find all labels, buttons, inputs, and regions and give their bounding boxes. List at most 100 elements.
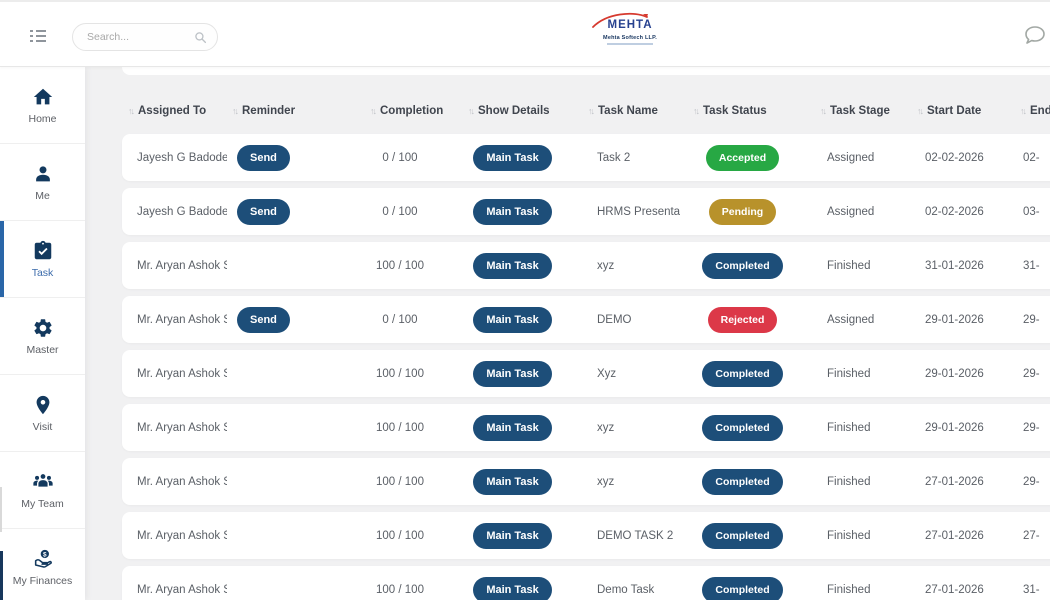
- main-task-button[interactable]: Main Task: [473, 468, 552, 495]
- task-stage-cell: Finished: [827, 367, 871, 380]
- table-row[interactable]: Mr. Aryan Ashok Shei Send 100 / 100 Main…: [122, 566, 1050, 600]
- task-name-cell: HRMS Presentation: [597, 205, 680, 218]
- sidebar-item-my-team[interactable]: My Team: [0, 452, 85, 529]
- table-header-row: ↑↓ Assigned To ↑↓ Reminder ↑↓ Completion ↑↓…: [122, 75, 1050, 134]
- sort-icon[interactable]: ↑↓: [693, 105, 700, 116]
- reminder-cell: Send: [227, 523, 345, 549]
- sidebar-item-home[interactable]: Home: [0, 67, 85, 144]
- send-button[interactable]: Send: [237, 198, 290, 225]
- task-status-cell: Completed: [680, 252, 805, 279]
- assigned-to-cell: Mr. Aryan Ashok Shei: [137, 313, 227, 326]
- sidebar-item-task[interactable]: Task: [0, 221, 85, 298]
- sort-icon[interactable]: ↑↓: [1020, 105, 1027, 116]
- status-badge: Completed: [702, 522, 783, 549]
- main-task-button[interactable]: Main Task: [473, 414, 552, 441]
- menu-list-icon[interactable]: [30, 30, 47, 44]
- column-header-start-date[interactable]: ↑↓ Start Date: [917, 104, 982, 117]
- sidebar-item-label: Visit: [32, 420, 53, 433]
- sort-icon[interactable]: ↑↓: [468, 105, 475, 116]
- task-stage-cell: Assigned: [827, 151, 875, 164]
- sort-icon[interactable]: ↑↓: [232, 105, 239, 116]
- main-task-button[interactable]: Main Task: [473, 144, 552, 171]
- sort-icon[interactable]: ↑↓: [128, 105, 135, 116]
- send-button[interactable]: Send: [237, 144, 290, 171]
- completion-cell: 100 / 100: [376, 475, 424, 488]
- sort-icon[interactable]: ↑↓: [917, 105, 924, 116]
- sidebar-item-me[interactable]: Me: [0, 144, 85, 221]
- start-date-cell: 02-02-2026: [925, 151, 984, 164]
- company-logo[interactable]: MEHTA Mehta Softech LLP.: [592, 12, 665, 45]
- column-header-reminder[interactable]: ↑↓ Reminder: [232, 104, 296, 117]
- main-task-button[interactable]: Main Task: [473, 576, 552, 600]
- end-date-cell: 29-: [1023, 421, 1040, 434]
- table-row[interactable]: Jayesh G Badodekar Send 0 / 100 Main Tas…: [122, 134, 1050, 181]
- column-header-task-stage[interactable]: ↑↓ Task Stage: [820, 104, 890, 117]
- task-status-cell: Completed: [680, 576, 805, 600]
- end-date-cell: 02-: [1023, 151, 1040, 164]
- start-date-cell: 29-01-2026: [925, 313, 984, 326]
- logo-company-name: Mehta Softech LLP.: [603, 35, 657, 41]
- task-name-cell: xyz: [597, 259, 615, 272]
- status-badge: Completed: [702, 252, 783, 279]
- sort-icon[interactable]: ↑↓: [370, 105, 377, 116]
- scrolled-card-edge: [122, 67, 1050, 75]
- assigned-to-cell: Mr. Aryan Ashok Shei: [137, 475, 227, 488]
- column-header-assigned-to[interactable]: ↑↓ Assigned To: [128, 104, 207, 117]
- sidebar-item-my-finances[interactable]: $ My Finances: [0, 529, 85, 600]
- table-body: Jayesh G Badodekar Send 0 / 100 Main Tas…: [122, 134, 1050, 600]
- table-row[interactable]: Mr. Aryan Ashok Shei Send 0 / 100 Main T…: [122, 296, 1050, 343]
- logo-tagline: [607, 43, 653, 45]
- sidebar-item-master[interactable]: Master: [0, 298, 85, 375]
- sort-icon[interactable]: ↑↓: [820, 105, 827, 116]
- column-header-task-status[interactable]: ↑↓ Task Status: [693, 104, 767, 117]
- main-task-button[interactable]: Main Task: [473, 306, 552, 333]
- show-details-cell: Main Task: [455, 414, 570, 441]
- completion-cell: 0 / 100: [382, 313, 418, 326]
- task-stage-cell: Finished: [827, 529, 871, 542]
- column-header-end-date[interactable]: ↑↓End Date: [1020, 104, 1050, 117]
- table-row[interactable]: Mr. Aryan Ashok Shei Send 100 / 100 Main…: [122, 350, 1050, 397]
- table-row[interactable]: Mr. Aryan Ashok Shei Send 100 / 100 Main…: [122, 404, 1050, 451]
- end-date-cell: 29-: [1023, 475, 1040, 488]
- sidebar-item-label: My Team: [21, 497, 64, 510]
- reminder-cell: Send: [227, 253, 345, 279]
- sidebar-scrollbar-thumb[interactable]: [0, 551, 3, 600]
- home-icon: [33, 88, 52, 104]
- main-task-button[interactable]: Main Task: [473, 360, 552, 387]
- task-name-cell: xyz: [597, 475, 615, 488]
- gear-icon: [33, 318, 52, 337]
- main-task-button[interactable]: Main Task: [473, 522, 552, 549]
- sidebar-item-label: Me: [35, 189, 50, 202]
- sidebar-item-visit[interactable]: Visit: [0, 375, 85, 452]
- task-name-cell: Xyz: [597, 367, 617, 380]
- table-row[interactable]: Mr. Aryan Ashok Shei Send 100 / 100 Main…: [122, 242, 1050, 289]
- team-icon: [32, 473, 53, 487]
- sidebar-item-label: Task: [31, 266, 54, 279]
- search-input[interactable]: [87, 24, 192, 50]
- assigned-to-cell: Mr. Aryan Ashok Shei: [137, 583, 227, 596]
- completion-cell: 100 / 100: [376, 259, 424, 272]
- reminder-cell: Send: [227, 198, 345, 225]
- completion-cell: 100 / 100: [376, 529, 424, 542]
- table-row[interactable]: Mr. Aryan Ashok Shei Send 100 / 100 Main…: [122, 512, 1050, 559]
- task-status-cell: Rejected: [680, 306, 805, 333]
- start-date-cell: 29-01-2026: [925, 367, 984, 380]
- table-row[interactable]: Mr. Aryan Ashok Shei Send 100 / 100 Main…: [122, 458, 1050, 505]
- status-badge: Completed: [702, 468, 783, 495]
- task-stage-cell: Finished: [827, 583, 871, 596]
- sort-icon[interactable]: ↑↓: [588, 105, 595, 116]
- send-button[interactable]: Send: [237, 306, 290, 333]
- main-task-button[interactable]: Main Task: [473, 252, 552, 279]
- search-box[interactable]: [72, 23, 218, 51]
- main-task-button[interactable]: Main Task: [473, 198, 552, 225]
- table-row[interactable]: Jayesh G Badodekar Send 0 / 100 Main Tas…: [122, 188, 1050, 235]
- end-date-cell: 03-: [1023, 205, 1040, 218]
- chat-bubble-icon[interactable]: [1022, 24, 1048, 48]
- show-details-cell: Main Task: [455, 144, 570, 171]
- column-header-show-details[interactable]: ↑↓ Show Details: [468, 104, 550, 117]
- column-header-completion[interactable]: ↑↓ Completion: [370, 104, 444, 117]
- completion-cell: 100 / 100: [376, 421, 424, 434]
- column-header-task-name[interactable]: ↑↓ Task Name: [588, 104, 658, 117]
- assigned-to-cell: Mr. Aryan Ashok Shei: [137, 529, 227, 542]
- start-date-cell: 27-01-2026: [925, 583, 984, 596]
